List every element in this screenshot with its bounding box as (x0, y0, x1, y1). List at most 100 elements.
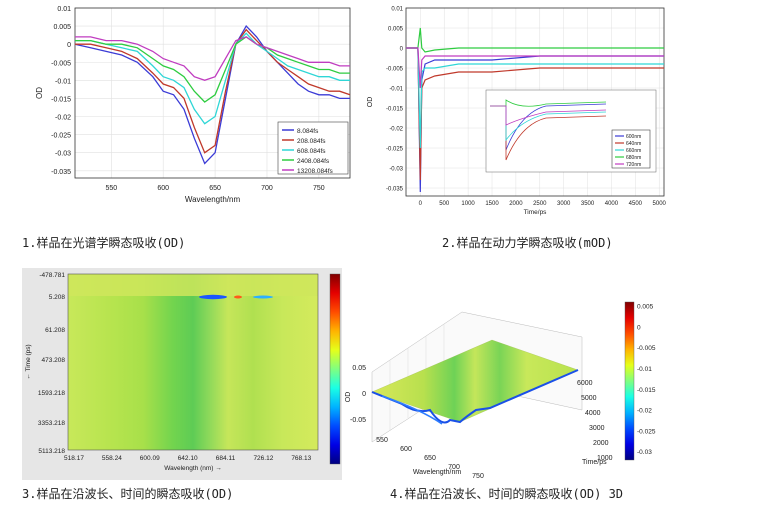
y-tick-label: 3000 (589, 425, 605, 432)
z-tick-label: -0.05 (350, 417, 366, 424)
series-line (75, 36, 350, 103)
x-tick-label: 700 (261, 185, 273, 192)
series-line (75, 36, 350, 81)
x-tick-label: 650 (209, 185, 221, 192)
x-tick-label: 650 (424, 455, 436, 462)
z-axis-label: OD (345, 392, 352, 403)
plot-frame (74, 7, 351, 179)
y-tick-label: -0.02 (389, 127, 403, 133)
x-tick-label: 558.24 (102, 455, 122, 462)
x-tick-label: 768.13 (291, 455, 311, 462)
heatmap-field (68, 274, 318, 450)
legend-label: 660nm (626, 148, 641, 154)
series-line (75, 32, 350, 125)
legend-label: 8.084fs (297, 128, 319, 135)
series-line (74, 25, 350, 165)
x-tick-label: 550 (376, 437, 388, 444)
x-tick-label: 684.11 (216, 455, 236, 462)
x-tick-label: 1000 (461, 201, 475, 207)
legend-label: 600nm (626, 134, 641, 140)
spectra-chart: 0.01 0.005 0 -0.005 -0.01 -0.015 -0.02 -0.025 -0… (30, 0, 360, 218)
y-tick-label: 1000 (597, 455, 613, 462)
x-axis-label: Wavelength/nm (413, 469, 462, 476)
caption-1: 1.样品在光谱学瞬态吸收(OD) (22, 236, 186, 250)
x-tick-label: 700 (448, 464, 460, 471)
colorbar-tick-label: -0.01 (637, 366, 652, 373)
y-tick-label: 4000 (585, 410, 601, 417)
colorbar (624, 301, 635, 461)
x-tick-label: 1500 (485, 201, 499, 207)
caption-3: 3.样品在沿波长、时间的瞬态吸收(OD) (22, 487, 234, 501)
inset-series-line (490, 99, 607, 107)
y-tick-label: 473.208 (42, 357, 66, 364)
x-tick-label: 642.10 (178, 455, 198, 462)
y-tick-label: 0.005 (53, 24, 71, 31)
y-tick-label: -478.781 (39, 272, 65, 279)
y-axis-label: OD (35, 87, 44, 99)
y-tick-label: 5000 (581, 395, 597, 402)
y-tick-label: 0 (400, 47, 404, 53)
series-line (75, 28, 351, 154)
heatmap-peak (234, 295, 242, 299)
y-tick-label: -0.015 (51, 96, 71, 103)
colorbar-tick-label: 0 (637, 324, 641, 331)
plot-frame (405, 7, 665, 197)
colorbar-tick-label: -0.03 (637, 449, 652, 456)
y-tick-label: 3353.218 (38, 420, 65, 427)
legend-label: 13208.084fs (297, 168, 334, 175)
series-line (406, 47, 664, 89)
x-tick-label: 750 (313, 185, 325, 192)
x-tick-label: 0 (419, 201, 423, 207)
y-tick-label: -0.005 (51, 60, 71, 67)
legend-label: 608.084fs (297, 148, 326, 155)
x-tick-label: 726.12 (253, 455, 273, 462)
legend-label: 640nm (626, 141, 641, 147)
caption-4: 4.样品在沿波长、时间的瞬态吸收(OD) 3D (390, 487, 624, 501)
y-tick-label: 2000 (593, 440, 609, 447)
z-tick-label: 0 (362, 391, 366, 398)
colorbar-tick-label: -0.005 (637, 345, 656, 352)
legend-label: 680nm (626, 155, 641, 161)
heatmap-prezero-band (68, 274, 318, 296)
surface-dip (381, 395, 443, 425)
y-tick-label: -0.03 (55, 151, 71, 158)
y-tick-label: -0.01 (389, 87, 403, 93)
colorbar-tick-label: 0.005 (637, 304, 654, 311)
x-tick-label: 518.17 (64, 455, 84, 462)
y-tick-label: 0.01 (391, 7, 403, 13)
x-axis-label: Wavelength/nm (185, 195, 241, 204)
x-tick-label: 500 (439, 201, 450, 207)
x-tick-label: 600 (157, 185, 169, 192)
y-tick-label: 0.01 (57, 6, 71, 13)
caption-2: 2.样品在动力学瞬态吸收(mOD) (442, 236, 613, 250)
y-axis-label: OD (367, 97, 374, 108)
y-tick-label: 61.208 (45, 327, 65, 334)
series-line (406, 47, 664, 149)
y-axis-label: ← Time (ps) (25, 344, 32, 379)
y-tick-label: 0.005 (388, 27, 404, 33)
x-tick-label: 600 (400, 446, 412, 453)
z-tick-label: 0.05 (352, 365, 366, 372)
x-tick-label: 750 (472, 473, 484, 478)
colorbar-tick-label: -0.02 (637, 408, 652, 415)
inset-series-line (490, 105, 607, 142)
x-tick-label: 2500 (533, 201, 547, 207)
y-tick-label: 5113.218 (38, 448, 65, 455)
y-tick-label: -0.025 (386, 147, 404, 153)
inset-series-line (490, 105, 607, 126)
x-tick-label: 4500 (629, 201, 643, 207)
series-line (406, 47, 664, 181)
legend-label: 208.084fs (297, 138, 326, 145)
y-tick-label: -0.01 (55, 78, 71, 85)
colorbar (329, 273, 341, 465)
x-tick-label: 600.09 (140, 455, 160, 462)
x-axis-label: Time/ps (524, 209, 548, 216)
y-tick-label: -0.025 (51, 133, 71, 140)
y-axis-label: Time/ps (582, 459, 607, 466)
x-tick-label: 5000 (653, 201, 667, 207)
heatmap-dip (253, 295, 273, 299)
y-tick-label: 0 (67, 42, 71, 49)
y-tick-label: -0.015 (386, 107, 404, 113)
x-tick-label: 3000 (557, 201, 571, 207)
heatmap-chart: -478.781 5.208 61.208 473.208 1593.218 3353.2… (22, 268, 342, 480)
